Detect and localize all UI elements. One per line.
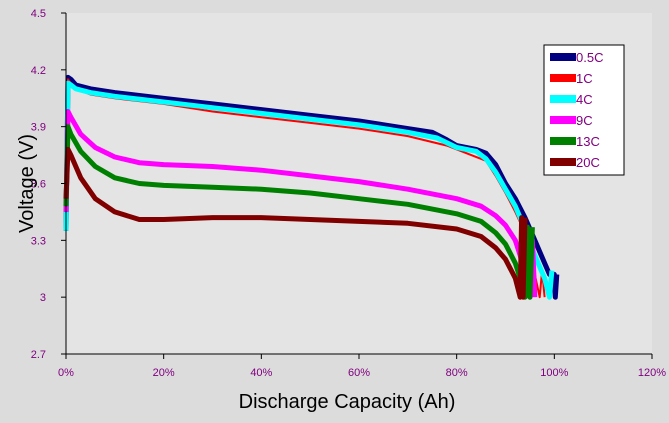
x-tick-label: 100% [540,367,568,379]
legend-label: 4C [576,92,593,107]
legend-swatch [550,158,576,166]
x-tick-label: 120% [638,367,666,379]
x-tick-label: 0% [58,367,74,379]
x-tick-label: 20% [153,367,175,379]
y-tick-label: 4.5 [31,8,46,20]
series-line-0-5c [63,74,560,300]
x-axis-label: Discharge Capacity (Ah) [239,391,456,413]
legend-label: 9C [576,113,593,128]
legend-label: 20C [576,155,600,170]
y-tick-label: 2.7 [31,349,46,361]
x-tick-label: 80% [446,367,468,379]
y-tick-label: 3.3 [31,235,46,247]
legend-label: 0.5C [576,50,603,65]
y-tick-label: 4.2 [31,65,46,77]
legend-swatch [550,74,576,82]
legend-swatch [550,137,576,145]
legend-swatch [550,116,576,124]
legend-swatch [550,95,576,103]
x-tick-label: 60% [348,367,370,379]
x-tick-label: 40% [250,367,272,379]
series-line-20c [63,146,528,300]
legend: 0.5C 1C 4C 9C 13C 20C [543,44,625,176]
legend-label: 13C [576,134,600,149]
legend-label: 1C [576,71,593,86]
y-tick-label: 3 [40,292,46,304]
y-tick-label: 3.9 [31,122,46,134]
legend-swatch [550,53,576,61]
y-axis-label: Voltage (V) [16,134,38,233]
legend-box [543,44,625,176]
y-tick-label: 3.6 [31,179,46,191]
